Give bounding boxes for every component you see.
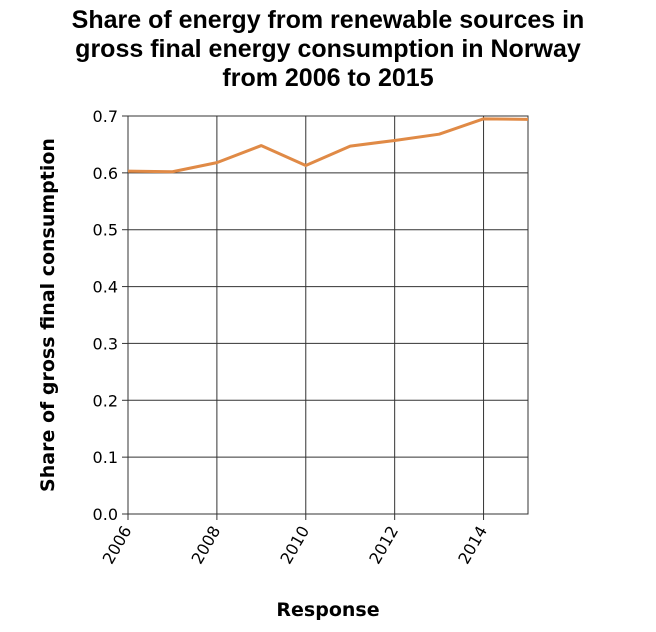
chart-title-line-2: gross final energy consumption in Norway — [75, 35, 581, 63]
chart-title-line-3: from 2006 to 2015 — [222, 64, 434, 92]
y-tick-label: 0.5 — [93, 221, 118, 240]
y-tick-label: 0.7 — [93, 107, 118, 126]
y-tick-label: 0.1 — [93, 448, 118, 467]
x-axis-title: Response — [276, 599, 379, 621]
x-tick-label: 2008 — [188, 523, 225, 568]
y-tick-label: 0.4 — [93, 278, 118, 297]
x-axis-ticks: 2006 2008 2010 2012 2014 — [99, 514, 491, 567]
y-tick-label: 0.6 — [93, 164, 118, 183]
x-tick-label: 2006 — [99, 523, 136, 568]
plot-area-border — [127, 115, 529, 515]
y-axis-ticks: 0.0 0.1 0.2 0.3 0.4 0.5 0.6 0.7 — [93, 107, 128, 524]
series-line — [127, 117, 529, 174]
chart-title: Share of energy from renewable sources i… — [0, 6, 656, 93]
y-tick-label: 0.3 — [93, 334, 118, 353]
chart-title-line-1: Share of energy from renewable sources i… — [71, 6, 585, 34]
x-tick-label: 2012 — [365, 523, 402, 568]
grid-lines — [127, 115, 528, 515]
y-tick-label: 0.2 — [93, 391, 118, 410]
y-axis-title: Share of gross final consumption — [37, 138, 59, 492]
y-tick-label: 0.0 — [93, 505, 118, 524]
x-tick-label: 2014 — [454, 523, 491, 568]
x-tick-label: 2010 — [276, 523, 313, 568]
